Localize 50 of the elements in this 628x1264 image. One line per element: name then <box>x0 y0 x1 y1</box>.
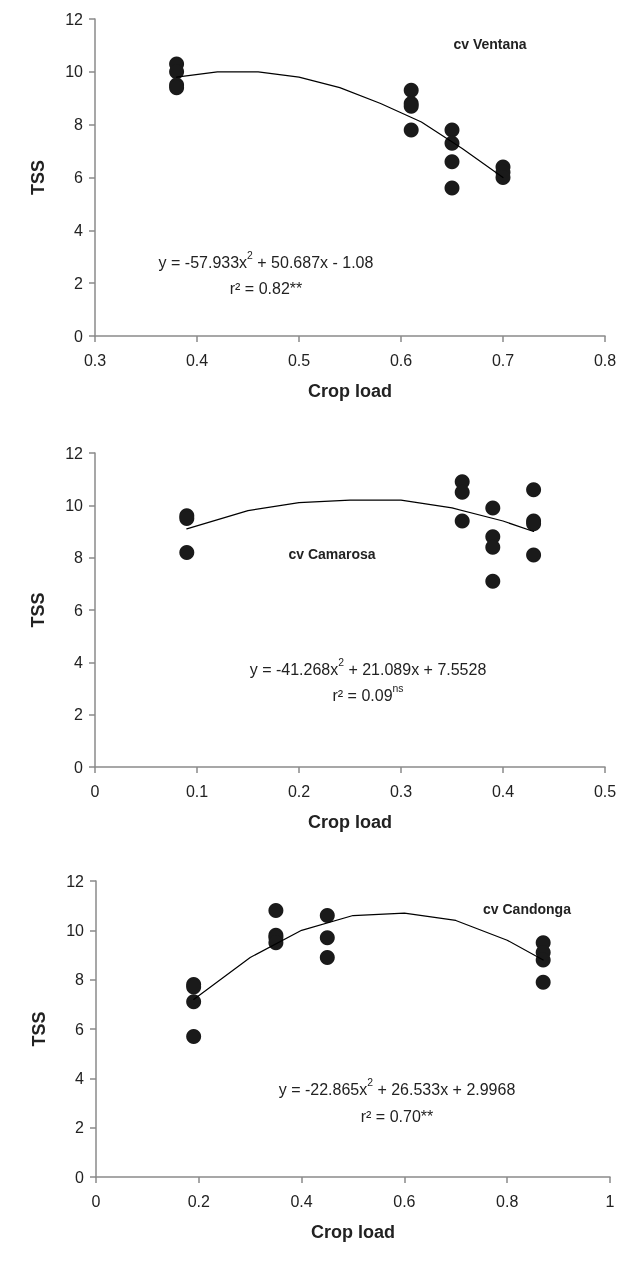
x-tick-label: 0 <box>91 1192 101 1210</box>
y-tick-label: 0 <box>75 1168 85 1186</box>
y-tick-label: 8 <box>75 971 85 989</box>
y-tick-label: 0 <box>74 327 84 345</box>
x-tick-label: 0.4 <box>491 782 515 800</box>
y-tick-label: 6 <box>75 1020 85 1038</box>
y-tick-label: 4 <box>75 1069 85 1087</box>
x-tick-label: 0.5 <box>287 351 311 369</box>
x-axis-title: Crop load <box>308 812 392 832</box>
y-tick-label: 0 <box>74 758 84 776</box>
x-tick-label: 0.1 <box>185 782 209 800</box>
x-axis-title: Crop load <box>311 1222 395 1242</box>
x-tick-label: 0.3 <box>389 782 413 800</box>
x-tick-label: 0.3 <box>83 351 107 369</box>
x-tick-label: 0.8 <box>593 351 617 369</box>
y-tick-label: 8 <box>74 549 84 567</box>
x-tick-label: 0.5 <box>593 782 617 800</box>
annotation: cv Candonga <box>483 901 572 917</box>
y-tick-label: 2 <box>74 274 84 292</box>
y-axis-title: TSS <box>29 1011 49 1047</box>
y-tick-label: 2 <box>74 706 84 724</box>
x-tick-label: 0.2 <box>187 1192 211 1210</box>
annotation: cv Camarosa <box>288 546 376 562</box>
y-tick-label: 6 <box>74 169 84 186</box>
y-tick-label: 10 <box>65 496 84 514</box>
y-axis-title: TSS <box>28 592 48 628</box>
y-tick-label: 2 <box>75 1119 85 1137</box>
y-tick-label: 4 <box>74 221 84 239</box>
annotation: r² = 0.82** <box>229 279 303 297</box>
x-tick-label: 0 <box>90 782 100 800</box>
x-axis-title: Crop load <box>308 381 392 401</box>
y-tick-label: 12 <box>65 444 84 462</box>
x-tick-label: 0.2 <box>287 782 311 800</box>
x-tick-label: 0.4 <box>290 1192 313 1210</box>
x-tick-label: 1 <box>605 1192 615 1210</box>
x-tick-label: 0.6 <box>389 351 413 369</box>
y-tick-label: 4 <box>74 653 84 671</box>
annotation: cv Ventana <box>453 36 527 52</box>
y-tick-label: 10 <box>65 63 84 81</box>
x-tick-label: 0.6 <box>393 1192 416 1210</box>
x-tick-label: 0.7 <box>491 351 515 369</box>
y-tick-label: 10 <box>66 921 85 939</box>
y-tick-label: 12 <box>65 10 84 28</box>
annotation: r² = 0.70** <box>360 1107 434 1125</box>
y-tick-label: 12 <box>66 872 85 890</box>
y-tick-label: 6 <box>74 601 84 619</box>
y-axis-title: TSS <box>28 159 48 196</box>
y-tick-label: 8 <box>74 116 84 134</box>
x-tick-label: 0.4 <box>185 351 209 369</box>
x-tick-label: 0.8 <box>496 1192 519 1210</box>
